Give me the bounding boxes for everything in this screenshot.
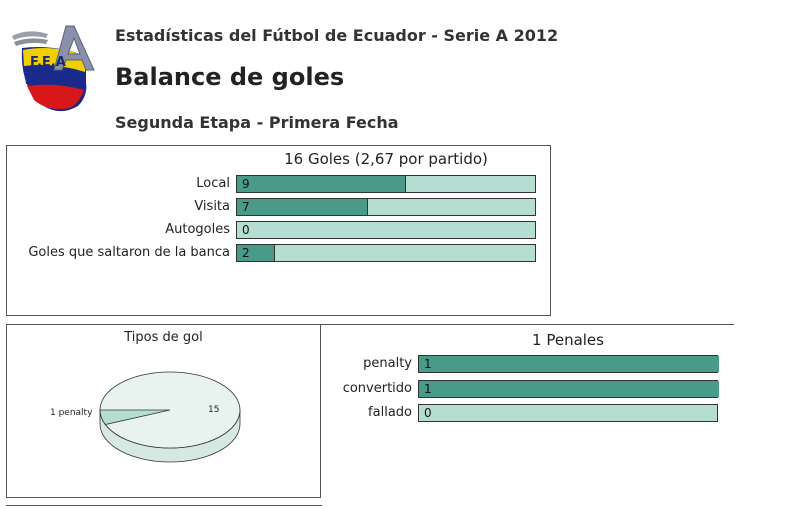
bar-label: Goles que saltaron de la banca: [28, 245, 230, 260]
bar-label: penalty: [363, 356, 412, 371]
bar: [419, 356, 719, 372]
bar-track: 1: [418, 379, 719, 398]
logo-text: F.E.A: [30, 55, 66, 70]
bar-value-label: 9: [242, 177, 250, 191]
bar: [419, 380, 719, 397]
bar-value-label: 1: [424, 381, 432, 396]
fea-logo: F.E.A: [12, 25, 95, 112]
bar-track: 7: [236, 198, 536, 216]
bar: [237, 245, 275, 261]
bar-track: 9: [236, 175, 536, 193]
bottom-line: [6, 505, 322, 506]
bar-label: Local: [196, 176, 230, 191]
goal-types-pie: 1 penalty 15: [50, 371, 241, 463]
bar-value-label: 7: [242, 200, 250, 214]
goal-types-panel: [6, 324, 321, 498]
bar-track: 0: [418, 404, 718, 422]
pie-label-other: 15: [208, 405, 219, 415]
pie-label-penalty: 1 penalty: [50, 408, 93, 418]
logo-wings: [12, 31, 48, 46]
pie-slice-penalty: [99, 409, 171, 425]
pie-title: Tipos de gol: [124, 330, 203, 345]
bar-track: 0: [236, 221, 536, 239]
bar-label: fallado: [368, 405, 412, 420]
bar-track: 1: [418, 355, 719, 373]
bar-label: Autogoles: [165, 222, 230, 237]
bar-label: convertido: [342, 380, 412, 396]
bar-value-label: 1: [424, 357, 432, 371]
bar-value-label: 0: [242, 223, 250, 237]
page-subtitle: Segunda Etapa - Primera Fecha: [115, 113, 399, 132]
chart-title: 16 Goles (2,67 por partido): [284, 150, 488, 168]
bar-track: 2: [236, 244, 536, 262]
site-title: Estadísticas del Fútbol de Ecuador - Ser…: [115, 26, 559, 45]
chart-title: 1 Penales: [532, 331, 604, 349]
goals-panel: [6, 145, 551, 316]
bar-value-label: 0: [424, 406, 432, 420]
bar: [237, 199, 368, 215]
bar-label: Visita: [194, 199, 230, 214]
bar-value-label: 2: [242, 246, 250, 260]
bar: [237, 176, 406, 192]
page-title: Balance de goles: [115, 63, 345, 91]
divider-line: [320, 324, 734, 325]
